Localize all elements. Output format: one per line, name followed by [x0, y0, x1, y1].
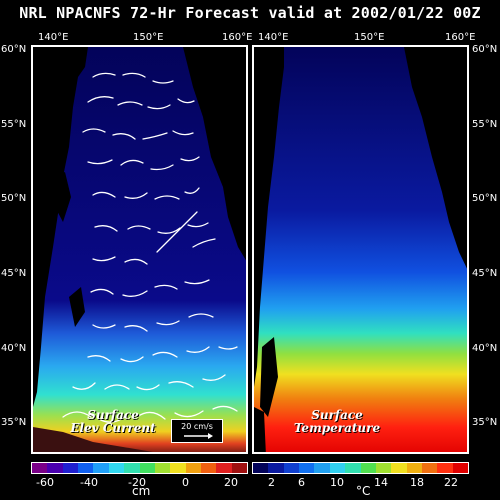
- right-lat-tick-40: 40°N: [472, 343, 498, 354]
- temperature-colorbar-label-18: 18: [410, 476, 424, 489]
- temperature-colorbar-label-6: 6: [298, 476, 305, 489]
- elevation-colorbar-label-neg20: -20: [128, 476, 146, 489]
- surface-elevation-current-map: Surface Elev Current: [31, 45, 248, 454]
- elevation-colorbar-label-0: 0: [182, 476, 189, 489]
- elevation-label-line1: Surface: [87, 408, 139, 422]
- left-lon-tick-150: 150°E: [133, 32, 164, 43]
- right-lat-tick-35: 35°N: [472, 417, 498, 428]
- elevation-label-line2: Elev Current: [70, 421, 156, 435]
- temperature-colorbar-label-14: 14: [374, 476, 388, 489]
- map-title: NRL NPACNFS 72-Hr Forecast valid at 2002…: [19, 4, 481, 22]
- temperature-panel-label: Surface Temperature: [272, 409, 402, 435]
- elevation-colorbar-label-neg40: -40: [80, 476, 98, 489]
- temperature-graphic: [254, 47, 467, 452]
- reference-arrow-icon: [184, 433, 213, 439]
- left-lat-tick-55: 55°N: [1, 119, 27, 130]
- elevation-current-graphic: [33, 47, 246, 452]
- right-lat-tick-60: 60°N: [472, 44, 498, 55]
- right-lat-tick-50: 50°N: [472, 193, 498, 204]
- surface-temperature-map: Surface Temperature: [252, 45, 469, 454]
- left-lat-tick-60: 60°N: [1, 44, 27, 55]
- temperature-units: °C: [356, 484, 371, 498]
- right-lat-tick-45: 45°N: [472, 268, 498, 279]
- left-lat-tick-40: 40°N: [1, 343, 27, 354]
- elevation-colorbar-label-neg60: -60: [36, 476, 54, 489]
- temperature-colorbar-label-22: 22: [444, 476, 458, 489]
- temperature-colorbar: [252, 462, 469, 474]
- left-lat-tick-45: 45°N: [1, 268, 27, 279]
- temperature-label-line2: Temperature: [293, 421, 381, 435]
- right-lat-tick-55: 55°N: [472, 119, 498, 130]
- left-lon-tick-160: 160°E: [222, 32, 253, 43]
- temperature-colorbar-label-10: 10: [330, 476, 344, 489]
- temperature-colorbar-label-2: 2: [268, 476, 275, 489]
- elevation-colorbar-label-20: 20: [224, 476, 238, 489]
- left-lat-tick-35: 35°N: [1, 417, 27, 428]
- elevation-units: cm: [132, 484, 151, 498]
- temperature-label-line1: Surface: [311, 408, 363, 422]
- reference-vector-label: 20 cm/s: [181, 422, 213, 431]
- left-lat-tick-50: 50°N: [1, 193, 27, 204]
- left-lon-tick-140: 140°E: [38, 32, 69, 43]
- right-lon-tick-160: 160°E: [445, 32, 476, 43]
- elevation-colorbar: [31, 462, 248, 474]
- right-lon-tick-140: 140°E: [258, 32, 289, 43]
- reference-vector-box: 20 cm/s: [171, 419, 223, 443]
- elevation-panel-label: Surface Elev Current: [53, 409, 173, 435]
- right-lon-tick-150: 150°E: [354, 32, 385, 43]
